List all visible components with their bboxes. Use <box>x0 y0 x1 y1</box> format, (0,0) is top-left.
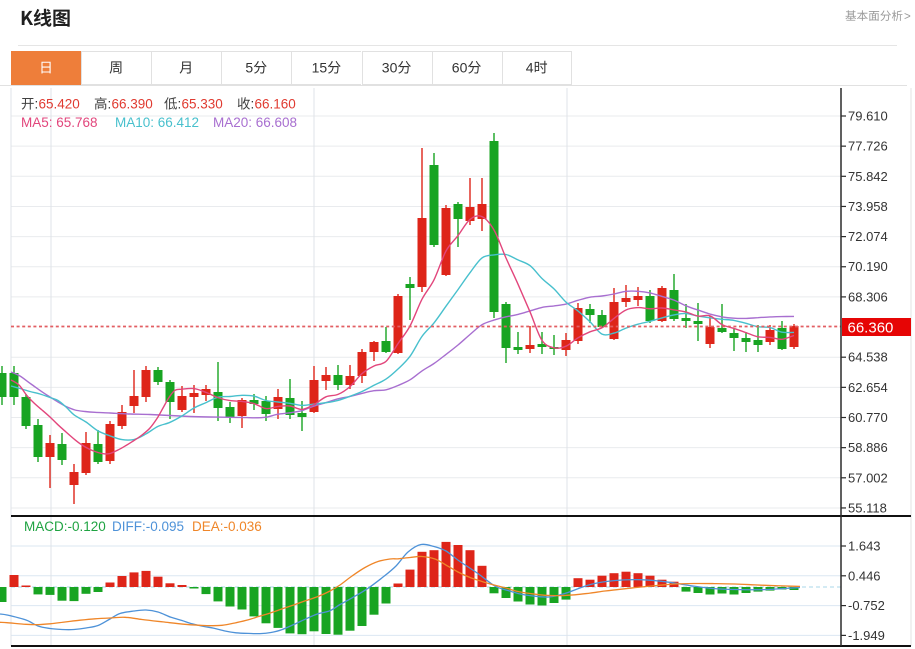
svg-text:MACD:-0.120: MACD:-0.120 <box>24 519 106 534</box>
svg-text:65.330: 65.330 <box>182 97 223 112</box>
svg-text:5: 5 <box>245 60 253 76</box>
svg-text:68.306: 68.306 <box>848 289 888 304</box>
svg-text:64.538: 64.538 <box>848 350 888 365</box>
svg-text:-0.752: -0.752 <box>848 598 885 613</box>
svg-text:30: 30 <box>382 60 398 76</box>
svg-text:>: > <box>904 10 911 23</box>
svg-text:15: 15 <box>312 60 328 76</box>
svg-text:-1.949: -1.949 <box>848 628 885 643</box>
svg-text:70.190: 70.190 <box>848 259 888 274</box>
svg-text:72.074: 72.074 <box>848 229 888 244</box>
svg-text:66.160: 66.160 <box>255 97 296 112</box>
svg-text::: : <box>178 97 182 112</box>
svg-text:DIFF:-0.095: DIFF:-0.095 <box>112 519 184 534</box>
svg-text:65.420: 65.420 <box>39 97 80 112</box>
svg-text:77.726: 77.726 <box>848 139 888 154</box>
svg-text:4: 4 <box>526 60 534 76</box>
svg-text:66.360: 66.360 <box>848 319 894 336</box>
svg-text:MA20: 66.608: MA20: 66.608 <box>213 115 297 130</box>
svg-text:MA5: 65.768: MA5: 65.768 <box>21 115 98 130</box>
svg-text:DEA:-0.036: DEA:-0.036 <box>192 519 262 534</box>
svg-text:57.002: 57.002 <box>848 470 888 485</box>
svg-text::: : <box>35 97 39 112</box>
svg-text:79.610: 79.610 <box>848 109 888 124</box>
svg-text:MA10: 66.412: MA10: 66.412 <box>115 115 199 130</box>
svg-text:66.390: 66.390 <box>112 97 153 112</box>
svg-text::: : <box>251 97 255 112</box>
svg-text:1.643: 1.643 <box>848 539 881 554</box>
svg-text:0.446: 0.446 <box>848 568 881 583</box>
svg-text:55.118: 55.118 <box>848 501 887 516</box>
svg-text:62.654: 62.654 <box>848 380 888 395</box>
svg-text::: : <box>108 97 112 112</box>
svg-text:58.886: 58.886 <box>848 440 888 455</box>
svg-text:60.770: 60.770 <box>848 410 888 425</box>
svg-text:73.958: 73.958 <box>848 199 888 214</box>
svg-text:75.842: 75.842 <box>848 169 888 184</box>
svg-text:60: 60 <box>452 60 468 76</box>
